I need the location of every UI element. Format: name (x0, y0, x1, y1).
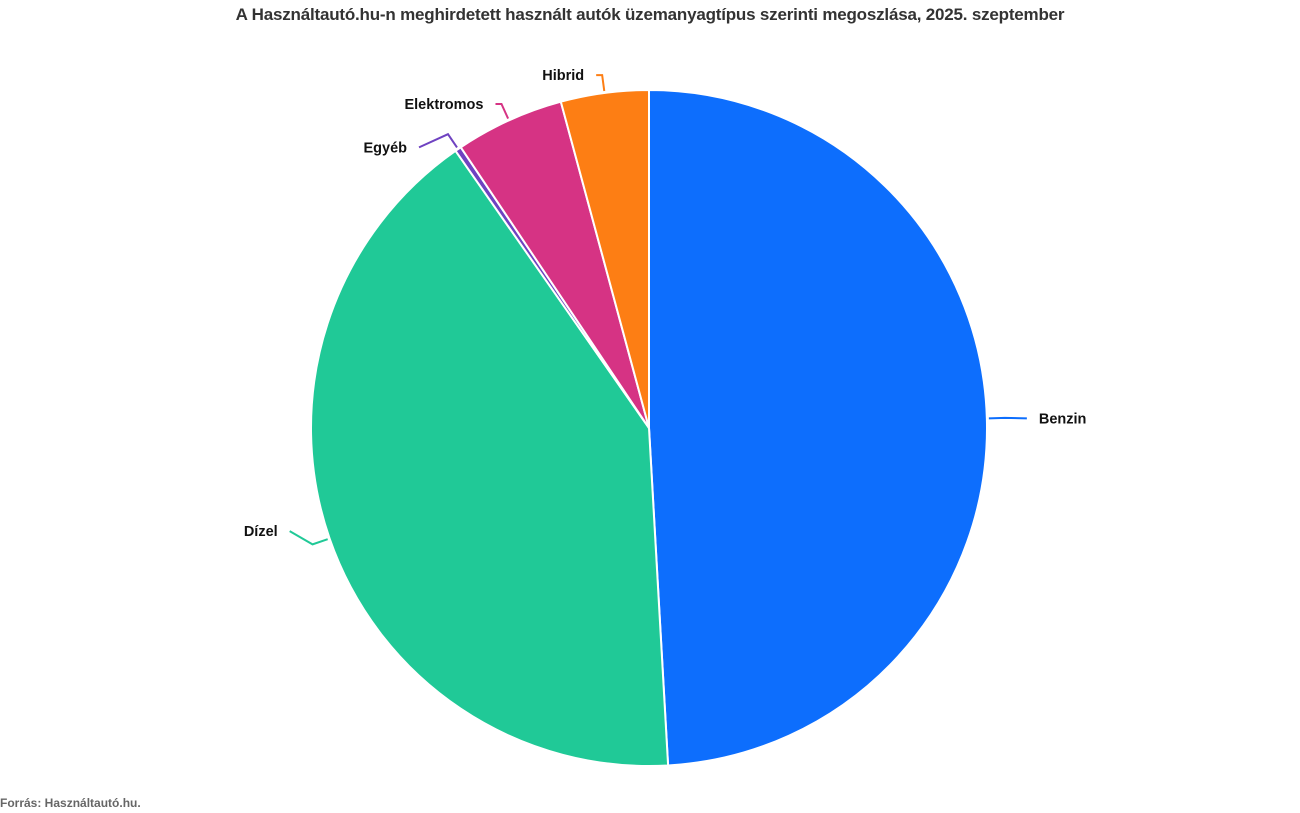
slice-label-hibrid: Hibrid (542, 68, 584, 84)
leader-line-egyeb (418, 132, 458, 149)
pie-slice-dizel (310, 149, 670, 767)
slice-label-elektromos: Elektromos (404, 97, 483, 113)
slice-label-benzin: Benzin (1039, 411, 1087, 427)
pie-slice-hibrid (559, 89, 650, 429)
pie-slice-benzin (648, 89, 988, 767)
leader-line-dizel (289, 530, 329, 546)
pie-labels: Benzin Dízel Egyéb Elektromos Hibrid (244, 68, 1087, 540)
pie-slices (310, 89, 988, 767)
pie-leader-lines (289, 74, 1027, 546)
slice-label-dizel: Dízel (244, 524, 278, 540)
leader-line-elektromos (495, 103, 510, 119)
slice-label-egyeb: Egyéb (363, 140, 407, 156)
leader-line-hibrid (596, 74, 606, 92)
chart-title: A Használtautó.hu-n meghirdetett használ… (235, 5, 1065, 24)
source-note: Forrás: Használtautó.hu. (0, 796, 141, 810)
